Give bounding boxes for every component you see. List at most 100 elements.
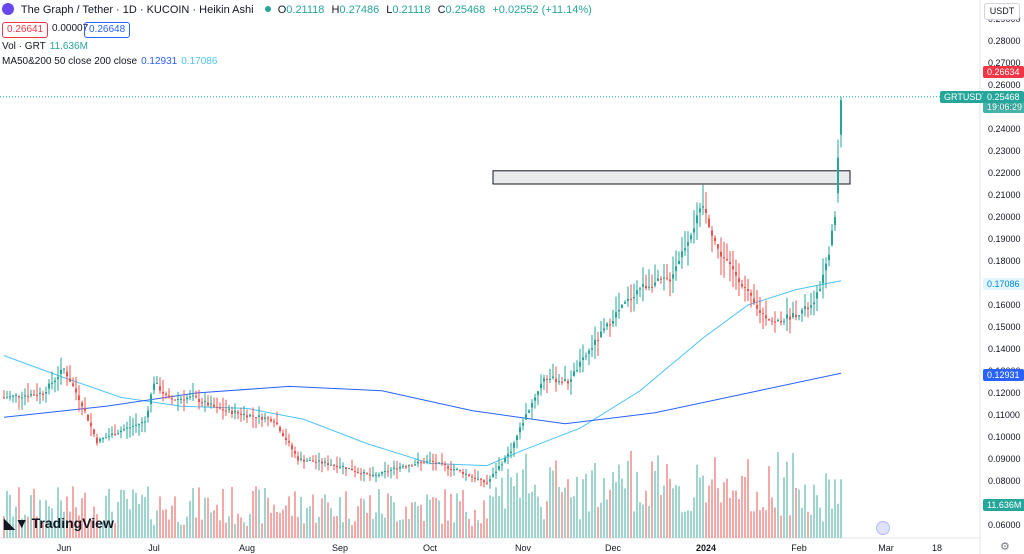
volume-legend[interactable]: Vol · GRT 11.636M [2,41,88,53]
volume-bar [447,520,449,538]
candle-body [651,287,653,289]
candle-body [522,423,524,426]
volume-bar [9,494,11,538]
chart-header: The Graph / Tether · 1D · KUCOIN · Heiki… [0,0,980,20]
candle-body [432,460,434,462]
volume-bar [837,503,839,538]
volume-bar [126,498,128,538]
volume-bar [483,500,485,538]
candle-body [75,388,77,393]
candle-body [126,427,128,429]
volume-bar [15,506,17,538]
settings-icon[interactable]: ⚙ [1000,541,1010,553]
candle-body [726,259,728,261]
candle-body [162,391,164,394]
y-tick-label: 0.14000 [988,344,1021,354]
volume-bar [186,516,188,538]
volume-bar [99,525,101,538]
volume-bar [585,473,587,538]
resistance-zone[interactable] [492,170,851,185]
candle-body [300,458,302,460]
volume-bar [717,488,719,538]
volume-bar [66,496,68,538]
volume-bar [60,500,62,538]
volume-bar [558,486,560,538]
volume-bar [711,479,713,538]
candle-body [237,411,239,414]
volume-bar [465,511,467,538]
volume-bar [234,523,236,538]
candle-body [795,314,797,318]
economic-event-icon[interactable] [876,521,890,535]
volume-bar [342,522,344,538]
volume-bar [366,512,368,538]
candle-body [552,376,554,378]
candle-body [591,348,593,350]
candle-body [99,438,101,442]
candle-body [822,274,824,284]
candle-body [183,399,185,401]
candle-body [492,473,494,477]
candles [3,96,842,489]
volume-bar [24,514,26,538]
volume-bar [282,509,284,538]
volume-bar [441,523,443,538]
volume-bar [225,522,227,538]
candle-body [666,277,668,279]
candle-body [363,471,365,474]
candle-body [393,467,395,469]
volume-bar [216,504,218,538]
candle-body [327,463,329,465]
candle-body [15,395,17,397]
candle-body [753,298,755,303]
candle-body [741,283,743,287]
volume-bar [486,518,488,538]
volume-bar [732,490,734,538]
candle-body [207,402,209,406]
candle-body [219,407,221,409]
volume-bar [729,497,731,538]
candle-body [642,284,644,287]
candle-body [819,289,821,292]
symbol-title[interactable]: The Graph / Tether · 1D · KUCOIN · Heiki… [20,4,254,16]
volume-bar [357,506,359,538]
volume-bar [168,519,170,538]
candle-body [147,410,149,418]
candle-body [234,410,236,413]
volume-bar [162,510,164,538]
candle-body [570,379,572,382]
volume-bar [450,493,452,538]
candle-body [69,378,71,382]
y-tick-label: 0.22000 [988,168,1021,178]
candle-body [654,282,656,286]
candle-body [618,309,620,312]
volume-bar [183,524,185,538]
sell-button[interactable]: 0.26641 [2,22,49,38]
volume-bar [393,502,395,538]
candle-body [519,427,521,433]
candle-body [534,397,536,401]
candle-body [543,378,545,382]
candle-body [825,263,827,271]
ma-legend[interactable]: MA50&200 50 close 200 close 0.12931 0.1708… [2,56,217,68]
candle-body [477,478,479,480]
candle-body [24,395,26,397]
volume-bar [222,489,224,538]
volume-bar [369,495,371,538]
candle-body [681,251,683,258]
currency-selector[interactable]: USDT [984,3,1020,20]
volume-bar [594,463,596,538]
candle-body [282,433,284,436]
candle-body [375,474,377,476]
candle-body [441,462,443,464]
volume-bar [165,509,167,538]
volume-bar [333,516,335,538]
volume-bar [246,525,248,538]
volume-bar [285,505,287,538]
volume-bar [828,479,830,538]
volume-bar [750,511,752,538]
buy-button[interactable]: 0.26648 [84,22,131,38]
candle-body [462,472,464,475]
volume-bar [174,496,176,538]
